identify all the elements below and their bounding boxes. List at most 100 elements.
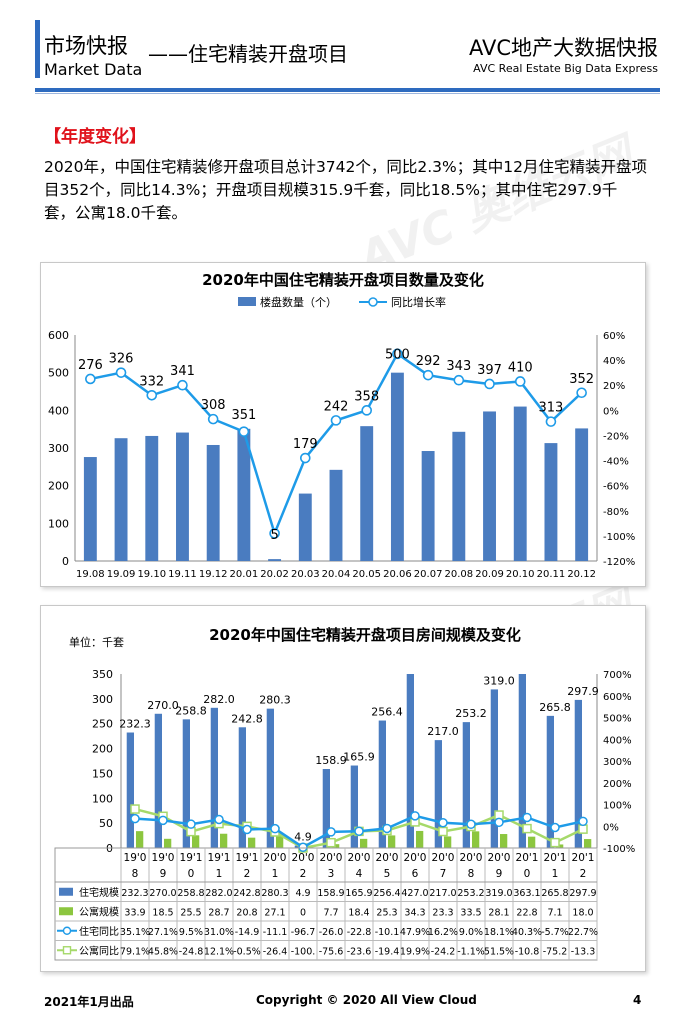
x-tick-label-cont: 7 (440, 868, 447, 880)
data-label-residential: 158.9 (315, 754, 347, 767)
header-accent-bar (35, 20, 40, 78)
point-yoy-growth (422, 369, 434, 381)
x-tick-label: 20'0 (460, 852, 483, 864)
table-cell: -10.8 (515, 946, 540, 957)
point-yoy-growth (576, 387, 587, 399)
bar-residential-scale (462, 722, 470, 848)
legend-swatch-bars (238, 297, 256, 306)
bar-residential-scale (546, 715, 554, 848)
table-cell: 22.7% (568, 927, 598, 938)
point-yoy-growth (453, 374, 465, 386)
data-label-residential: 265.8 (539, 701, 571, 714)
table-cell: 280.3 (261, 888, 288, 899)
table-cell: 28.1 (488, 907, 509, 918)
bar-project-count (329, 469, 343, 561)
x-tick-label: 19.09 (107, 569, 136, 580)
bar-apartment-scale (444, 836, 452, 848)
x-tick-label-cont: 0 (524, 868, 531, 880)
point-yoy-growth (115, 367, 127, 378)
table-cell: 28.7 (208, 907, 229, 918)
bar-residential-scale (434, 740, 442, 848)
x-tick-label: 19'0 (124, 852, 147, 864)
table-cell: 297.9 (569, 888, 596, 899)
y-left-tick: 350 (92, 668, 113, 681)
x-tick-label-cont: 4 (356, 868, 363, 880)
footer-copyright: Copyright © 2020 All View Cloud (256, 993, 477, 1007)
line-residential-yoy-point (522, 812, 532, 823)
table-cell: -11.1 (263, 927, 288, 938)
bar-residential-scale (490, 689, 498, 848)
point-yoy-growth (238, 426, 250, 437)
y-left-tick: 600 (48, 329, 69, 342)
x-tick-label: 20'1 (516, 852, 539, 864)
x-tick-label-cont: 0 (188, 868, 195, 880)
bar-residential-scale (210, 707, 218, 848)
table-cell: 319.0 (485, 888, 512, 899)
table-cell: 242.8 (233, 888, 260, 899)
header-subtitle: Market Data (44, 60, 143, 79)
footer-date: 2021年1月出品 (44, 995, 134, 1009)
table-cell: 34.3 (404, 907, 425, 918)
x-tick-label: 20.11 (537, 569, 566, 580)
header-topic: ——住宅精装开盘项目 (148, 42, 348, 66)
x-tick-label: 19.12 (199, 569, 228, 580)
table-cell: -100. (291, 946, 316, 957)
line-residential-yoy-point (410, 811, 420, 821)
x-tick-label: 20'0 (432, 852, 455, 864)
legend-label-bars: 楼盘数量（个） (260, 295, 337, 309)
data-label-residential: 232.3 (119, 718, 151, 731)
table-cell: 25.3 (376, 907, 397, 918)
x-tick-label-cont: 8 (132, 868, 139, 880)
x-tick-label: 20'0 (488, 852, 511, 864)
x-tick-label-cont: 9 (160, 868, 167, 880)
x-tick-label: 19.08 (76, 569, 105, 580)
y-right-tick: -80% (603, 507, 629, 518)
line-apartment-yoy-point (550, 837, 560, 848)
table-cell: 270.0 (149, 888, 176, 899)
bar-project-count (421, 451, 435, 561)
table-cell: -5.7% (541, 927, 569, 938)
point-yoy-growth (85, 373, 96, 385)
x-tick-label: 20.01 (230, 569, 259, 580)
bar-residential-scale (266, 708, 274, 848)
brand-title: AVC地产大数据快报 (468, 36, 658, 60)
y-right-tick: 40% (603, 356, 625, 367)
line-apartment-yoy-point (326, 837, 336, 848)
point-yoy-growth (299, 452, 311, 464)
y-left-tick: 300 (92, 693, 113, 706)
line-residential-yoy-point (382, 823, 392, 834)
table-cell: -19.4 (375, 946, 400, 957)
bar-project-count (237, 428, 251, 561)
bar-residential-scale (574, 699, 582, 848)
x-tick-label: 20.05 (352, 569, 381, 580)
bar-residential-scale (378, 720, 386, 848)
line-apartment-yoy-point (522, 823, 532, 834)
y-right-tick: 400% (603, 735, 632, 746)
x-tick-label: 19'1 (236, 852, 259, 864)
y-right-tick: -120% (603, 557, 635, 568)
y-left-tick: 250 (92, 718, 113, 731)
data-label-residential: 242.8 (231, 712, 263, 725)
header-title: 市场快报 (44, 34, 128, 58)
data-label-residential: 256.4 (371, 706, 403, 719)
data-label-count: 332 (139, 374, 164, 389)
bar-project-count (114, 438, 128, 561)
bar-apartment-scale (360, 838, 368, 848)
data-label-residential: 297.9 (567, 685, 599, 698)
table-cell: 427.0 (401, 888, 428, 899)
table-cell: 7.7 (323, 907, 338, 918)
data-label-count: 410 (508, 360, 533, 375)
line-residential-yoy-point (270, 823, 280, 834)
x-tick-label: 20'0 (320, 852, 343, 864)
table-cell: 9.5% (179, 927, 203, 938)
x-tick-label: 20.02 (260, 569, 289, 580)
table-cell: 51.5% (484, 946, 514, 957)
chart-project-count: 2020年中国住宅精装开盘项目数量及变化 楼盘数量（个） 同比增长率 0 100 200 3… (40, 262, 646, 587)
table-cell: 27.1 (264, 907, 285, 918)
x-tick-label-cont: 2 (244, 868, 251, 880)
table-cell: -1.1% (457, 946, 485, 957)
x-tick-label-cont: 2 (580, 868, 587, 880)
y-right-tick: -40% (603, 457, 629, 468)
bar-apartment-scale (248, 837, 256, 848)
bar-project-count (575, 428, 589, 561)
